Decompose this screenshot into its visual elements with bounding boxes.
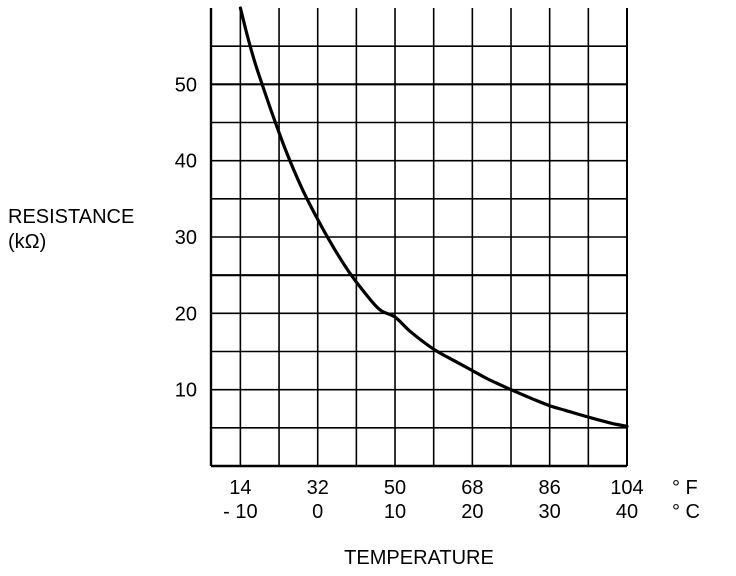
y-tick-label: 50 — [175, 74, 197, 96]
x-axis-title: TEMPERATURE — [344, 547, 494, 569]
y-tick-label: 10 — [175, 380, 197, 402]
x-tick-label-c: - 10 — [223, 501, 257, 523]
x-tick-label-f: 14 — [229, 477, 251, 499]
x-unit-celsius: ° C — [672, 501, 700, 523]
x-tick-label-f: 104 — [610, 477, 643, 499]
y-axis-unit: (kΩ) — [8, 231, 46, 253]
x-tick-label-f: 68 — [461, 477, 483, 499]
x-tick-label-c: 30 — [539, 501, 561, 523]
x-unit-fahrenheit: ° F — [672, 477, 698, 499]
y-axis-title: RESISTANCE — [8, 206, 134, 228]
x-tick-label-f: 50 — [384, 477, 406, 499]
x-tick-label-c: 20 — [461, 501, 483, 523]
grid — [209, 8, 628, 468]
y-tick-label: 20 — [175, 303, 197, 325]
x-tick-label-c: 0 — [312, 501, 323, 523]
curve-layer — [238, 6, 629, 428]
x-tick-label-c: 10 — [384, 501, 406, 523]
y-tick-label: 40 — [175, 151, 197, 173]
x-tick-label-f: 86 — [539, 477, 561, 499]
y-tick-label: 30 — [175, 227, 197, 249]
x-tick-label-f: 32 — [307, 477, 329, 499]
x-tick-label-c: 40 — [616, 501, 638, 523]
resistance-curve — [238, 6, 629, 428]
